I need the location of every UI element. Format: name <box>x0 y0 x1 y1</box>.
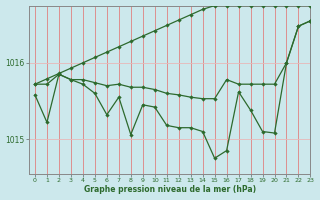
X-axis label: Graphe pression niveau de la mer (hPa): Graphe pression niveau de la mer (hPa) <box>84 185 256 194</box>
